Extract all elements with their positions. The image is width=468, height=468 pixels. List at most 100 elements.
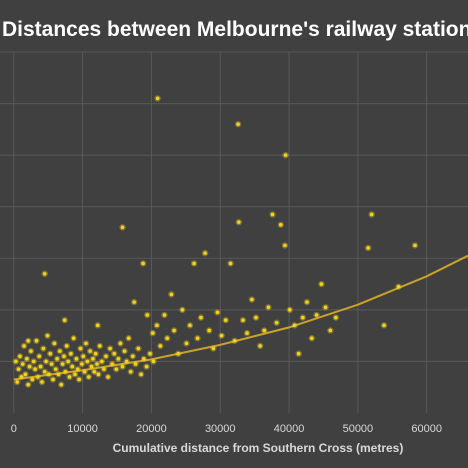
data-point: [236, 122, 240, 126]
data-point: [42, 369, 47, 374]
data-point: [52, 341, 57, 346]
data-point: [97, 344, 102, 348]
data-point: [188, 323, 192, 328]
data-point: [102, 367, 106, 371]
data-point: [89, 364, 94, 369]
data-point: [283, 243, 287, 248]
data-point: [51, 377, 55, 382]
x-tick-label: 20000: [136, 423, 167, 435]
data-point: [26, 382, 31, 387]
data-point: [215, 310, 220, 315]
chart-title: Distances between Melbourne's railway st…: [2, 18, 468, 41]
data-point: [80, 362, 84, 366]
data-point: [270, 212, 275, 217]
data-point: [241, 318, 245, 322]
data-point: [136, 346, 141, 351]
data-point: [131, 354, 135, 359]
data-point: [128, 369, 133, 374]
data-point: [71, 336, 76, 341]
data-point: [41, 346, 46, 351]
data-point: [78, 346, 83, 351]
data-point: [158, 344, 163, 348]
data-point: [118, 341, 123, 346]
data-point: [67, 375, 72, 379]
data-point: [148, 351, 152, 356]
data-point: [40, 380, 44, 384]
data-point: [141, 261, 145, 266]
gridlines: [0, 51, 468, 413]
data-point: [151, 359, 156, 364]
data-point: [64, 344, 69, 348]
data-point: [126, 336, 131, 341]
x-tick-label: 0: [11, 423, 17, 435]
data-point: [91, 357, 95, 361]
data-point: [47, 372, 51, 377]
data-point: [274, 320, 279, 325]
data-points: [12, 95, 419, 388]
data-point: [305, 300, 309, 304]
data-point: [45, 333, 50, 338]
data-point: [207, 328, 212, 333]
data-point: [22, 344, 26, 348]
data-point: [165, 336, 170, 341]
x-tick-label: 30000: [205, 423, 236, 435]
data-point: [180, 308, 185, 312]
data-point: [55, 357, 59, 361]
x-axis-label: Cumulative distance from Southern Cross …: [113, 441, 404, 455]
data-point: [81, 354, 86, 359]
data-point: [162, 313, 167, 317]
data-point: [37, 354, 42, 359]
data-point: [18, 354, 22, 359]
data-point: [283, 153, 288, 157]
data-point: [84, 341, 88, 346]
data-point: [15, 380, 20, 384]
data-point: [369, 212, 374, 217]
data-point: [59, 382, 64, 387]
x-tick-label: 50000: [343, 423, 374, 435]
data-point: [86, 375, 91, 379]
x-tick-label: 10000: [67, 423, 98, 435]
data-point: [82, 369, 87, 374]
data-point: [279, 222, 283, 227]
data-point: [63, 369, 68, 374]
data-point: [176, 351, 181, 356]
data-point: [366, 246, 371, 250]
data-point: [53, 367, 58, 371]
data-point: [292, 323, 297, 328]
data-point: [95, 323, 100, 328]
data-point: [172, 328, 176, 333]
data-point: [56, 372, 61, 377]
data-point: [314, 313, 319, 317]
data-point: [319, 282, 324, 286]
data-point: [228, 261, 233, 266]
data-point: [104, 354, 108, 359]
data-point: [88, 349, 92, 353]
x-axis-tick-labels: 0 10000 20000 30000 40000 50000 60000: [11, 423, 442, 435]
data-point: [184, 341, 189, 346]
data-point: [266, 305, 271, 310]
data-point: [254, 315, 258, 320]
data-point: [70, 364, 75, 369]
data-point: [223, 318, 228, 322]
data-point: [27, 364, 32, 369]
data-point: [144, 364, 149, 369]
data-point: [60, 362, 65, 366]
data-point: [169, 292, 174, 297]
data-point: [116, 357, 121, 361]
data-point: [66, 359, 70, 364]
data-point: [150, 331, 155, 335]
data-point: [132, 300, 137, 304]
data-point: [42, 271, 47, 276]
data-point: [237, 220, 241, 224]
data-point: [120, 225, 125, 230]
data-point: [142, 357, 146, 361]
data-point: [124, 359, 129, 364]
data-point: [95, 362, 99, 366]
data-point: [25, 357, 29, 361]
data-point: [20, 362, 25, 366]
data-point: [85, 359, 90, 364]
data-point: [155, 96, 160, 101]
data-point: [23, 372, 28, 377]
data-point: [328, 328, 333, 333]
data-point: [58, 349, 62, 353]
